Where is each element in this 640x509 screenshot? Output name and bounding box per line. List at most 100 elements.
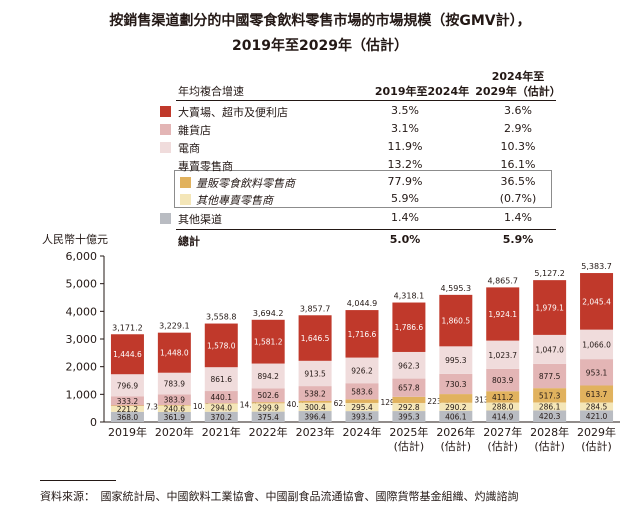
bar-segment-ecommerce bbox=[580, 329, 614, 360]
cagr-row: 大賣場、超市及便利店 3.5% 3.6% bbox=[0, 103, 640, 121]
data-label: 421.0 bbox=[586, 412, 608, 421]
legend-swatch bbox=[180, 177, 191, 188]
bar-segment-other bbox=[204, 411, 238, 422]
row-label: 量販零食飲料零售商 bbox=[196, 177, 295, 190]
bar-segment-other bbox=[110, 411, 144, 422]
bar-segment-hypermarket bbox=[439, 294, 473, 347]
cagr-row: 總計 5.0% 5.9% bbox=[0, 232, 640, 250]
y-tick-label: 1,000 bbox=[66, 388, 98, 401]
data-label: 1,023.7 bbox=[488, 351, 517, 360]
x-tick-sublabel: (估計) bbox=[487, 439, 518, 453]
bar-segment-other bbox=[533, 410, 567, 422]
y-tick-label: 5,000 bbox=[66, 278, 98, 291]
data-label: 1,444.6 bbox=[113, 350, 142, 359]
total-label: 3,857.7 bbox=[300, 304, 331, 313]
data-label: 730.3 bbox=[445, 380, 467, 389]
y-tick-label: 0 bbox=[90, 416, 97, 429]
bar-segment-other_specialty bbox=[580, 402, 614, 411]
x-tick-label: 2020年 bbox=[155, 425, 194, 439]
cagr-row: 其他專賣零售商 5.9% (0.7%) bbox=[0, 191, 640, 209]
x-tick-sublabel: (估計) bbox=[581, 439, 612, 453]
x-tick-sublabel: (估計) bbox=[441, 439, 472, 453]
source-rule bbox=[40, 480, 116, 481]
data-label: 1,578.0 bbox=[207, 341, 236, 350]
data-label: 288.0 bbox=[492, 403, 514, 412]
x-tick-label: 2027年 bbox=[483, 425, 522, 439]
data-label: 10.9 bbox=[193, 402, 210, 411]
bar-segment-grocery bbox=[580, 359, 614, 386]
bar-segment-other bbox=[251, 411, 285, 422]
data-label: 517.3 bbox=[539, 391, 561, 400]
bar-segment-other_specialty bbox=[439, 402, 473, 411]
y-tick-label: 3,000 bbox=[66, 333, 98, 346]
bar-segment-bulk_snack bbox=[533, 388, 567, 403]
legend-swatch bbox=[160, 106, 171, 117]
total-label: 3,229.1 bbox=[159, 322, 190, 331]
chart-title: 按銷售渠道劃分的中國零食飲料零售市場的市場規模（按GMV計）， bbox=[109, 13, 531, 29]
total-label: 3,558.8 bbox=[206, 313, 237, 322]
bar-segment-other bbox=[157, 411, 191, 422]
data-label: 406.1 bbox=[445, 412, 467, 421]
data-label: 361.9 bbox=[164, 413, 186, 422]
bar-segment-other_specialty bbox=[345, 402, 379, 412]
bar-segment-bulk_snack bbox=[204, 403, 238, 404]
data-label: 129.7 bbox=[381, 398, 403, 407]
data-label: 393.5 bbox=[351, 413, 373, 422]
data-label: 300.4 bbox=[304, 403, 326, 412]
data-label: 223.4 bbox=[427, 397, 449, 406]
total-rule bbox=[176, 229, 556, 230]
bar-segment-ecommerce bbox=[439, 346, 473, 374]
data-label: 995.3 bbox=[445, 356, 467, 365]
bar-segment-bulk_snack bbox=[345, 399, 379, 403]
col2-header-line2: 2029年（估計） bbox=[475, 85, 561, 98]
x-tick-label: 2029年 bbox=[577, 425, 616, 439]
cagr-table: 年均複合增速 2019年至2024年 2024年至 2029年（估計） 大賣場、… bbox=[0, 0, 640, 250]
cagr-row: 電商 11.9% 10.3% bbox=[0, 139, 640, 157]
bar-segment-hypermarket bbox=[298, 315, 332, 361]
y-axis-label: 人民幣十億元 bbox=[42, 233, 108, 246]
data-label: 803.9 bbox=[492, 376, 514, 385]
data-label: 368.0 bbox=[117, 413, 139, 422]
bar-segment-other_specialty bbox=[204, 403, 238, 412]
cagr-2019-2024: 5.0% bbox=[389, 233, 421, 246]
data-label: 953.1 bbox=[586, 368, 608, 377]
data-label: 583.6 bbox=[351, 387, 373, 396]
row-label: 雜貨店 bbox=[178, 124, 211, 137]
cagr-2024-2029: 1.4% bbox=[504, 211, 532, 224]
bar-segment-hypermarket bbox=[157, 332, 191, 373]
bar-segment-grocery bbox=[392, 378, 426, 397]
cagr-2019-2024: 11.9% bbox=[387, 140, 423, 153]
cagr-2024-2029: (0.7%) bbox=[499, 192, 537, 205]
x-tick-label: 2024年 bbox=[343, 425, 382, 439]
bar-segment-hypermarket bbox=[486, 287, 520, 341]
bar-segment-bulk_snack bbox=[580, 385, 614, 403]
bar-segment-ecommerce bbox=[298, 360, 332, 387]
bar-segment-other_specialty bbox=[110, 405, 144, 412]
data-label: 1,581.2 bbox=[254, 338, 283, 347]
source-note: 資料來源： 國家統計局、中國飲料工業協會、中國副食品流通協會、國際貨幣基金組織、… bbox=[40, 490, 519, 503]
bar-segment-bulk_snack bbox=[486, 391, 520, 403]
data-label: 383.9 bbox=[164, 396, 186, 405]
cagr-2019-2024: 3.5% bbox=[391, 104, 419, 117]
bar-segment-bulk_snack bbox=[439, 394, 473, 403]
cagr-2024-2029: 36.5% bbox=[500, 175, 536, 188]
x-tick-sublabel: (估計) bbox=[534, 439, 565, 453]
row-label: 其他渠道 bbox=[178, 213, 222, 226]
bar-segment-other_specialty bbox=[486, 402, 520, 411]
bar-segment-other_specialty bbox=[157, 405, 191, 412]
bar-segment-grocery bbox=[298, 386, 332, 401]
data-label: 926.2 bbox=[351, 366, 373, 375]
bar-segment-hypermarket bbox=[110, 334, 144, 375]
bar-segment-other_specialty bbox=[533, 402, 567, 411]
y-tick-label: 6,000 bbox=[66, 250, 98, 263]
row-label: 電商 bbox=[178, 142, 200, 155]
data-label: 411.2 bbox=[492, 393, 514, 402]
data-label: 877.5 bbox=[539, 372, 561, 381]
specialty-subgroup-box bbox=[174, 170, 552, 208]
data-label: 370.2 bbox=[211, 413, 233, 422]
x-tick-label: 2026年 bbox=[436, 425, 475, 439]
bar-segment-hypermarket bbox=[533, 280, 567, 335]
legend-swatch bbox=[160, 213, 171, 224]
bar-segment-other bbox=[486, 410, 520, 422]
cagr-row: 專賣零售商 13.2% 16.1% bbox=[0, 157, 640, 175]
